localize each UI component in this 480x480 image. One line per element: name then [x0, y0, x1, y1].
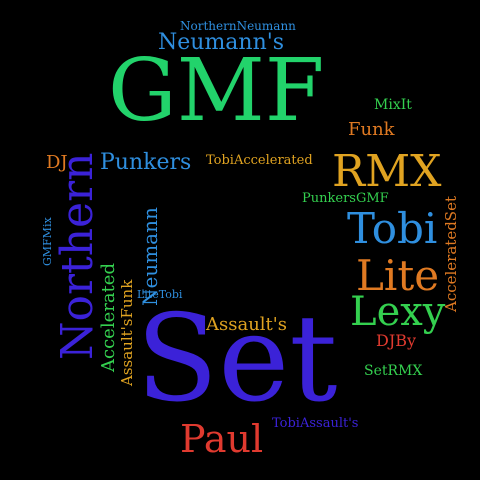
- word-set: Set: [136, 290, 338, 429]
- word-assaultsfunk: Assault'sFunk: [118, 279, 136, 386]
- word-tobiassaults: TobiAssault's: [272, 416, 359, 431]
- word-setrmx: SetRMX: [364, 363, 423, 379]
- word-funk: Funk: [348, 119, 395, 140]
- word-punkers: Punkers: [100, 150, 192, 175]
- word-northernneumann: NorthernNeumann: [180, 19, 296, 33]
- word-neumanns-top: Neumann's: [158, 30, 285, 55]
- word-djby: DJBy: [376, 331, 417, 350]
- word-northern: Northern: [52, 152, 103, 360]
- word-tobi: Tobi: [347, 204, 438, 253]
- word-assaults: Assault's: [206, 314, 287, 335]
- word-gmf: GMF: [108, 41, 325, 141]
- word-paul: Paul: [180, 417, 264, 461]
- word-rmx: RMX: [332, 146, 442, 197]
- word-acceleratedset: AcceleratedSet: [442, 196, 460, 312]
- word-mixit: MixIt: [374, 97, 412, 113]
- word-accelerated: Accelerated: [98, 263, 119, 372]
- word-litetobi: LiteTobi: [137, 288, 183, 301]
- word-tobiaccelerated: TobiAccelerated: [206, 153, 313, 168]
- word-dj: DJ: [46, 152, 68, 173]
- word-lexy: Lexy: [350, 289, 446, 335]
- word-lite: Lite: [356, 251, 440, 300]
- word-punkersgmf: PunkersGMF: [302, 191, 389, 206]
- word-gmfmix: GMFMix: [41, 217, 54, 266]
